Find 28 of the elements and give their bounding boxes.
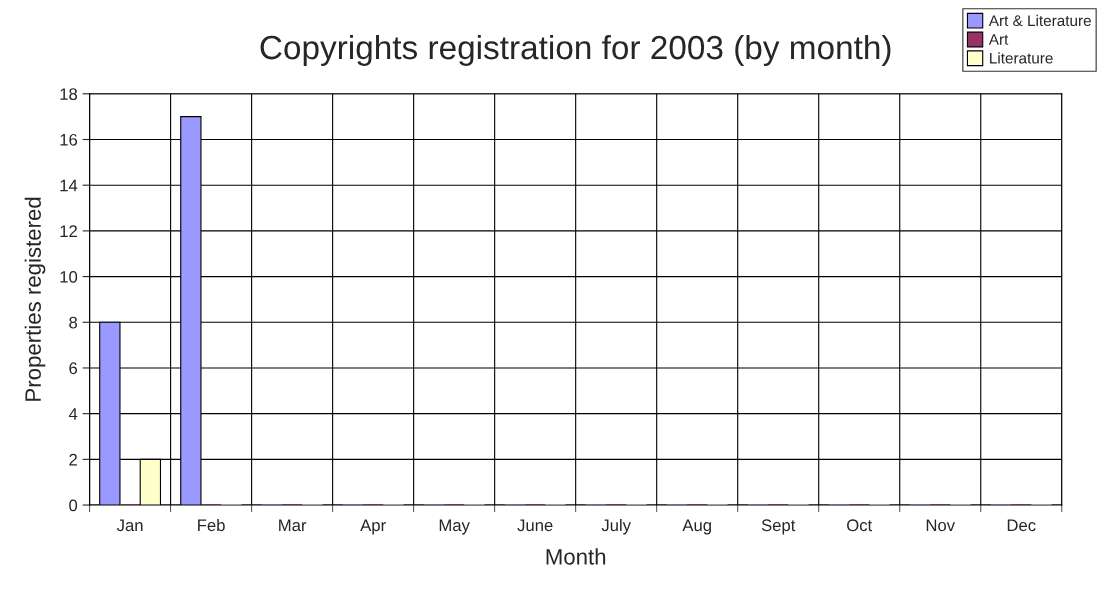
legend-label: Art & Literature <box>988 14 1091 27</box>
x-tick-label: Apr <box>360 519 386 535</box>
x-tick-label: May <box>439 519 470 535</box>
y-tick-label: 14 <box>60 179 78 192</box>
x-tick-label: Mar <box>279 519 307 532</box>
x-tick-label: Sept <box>761 519 796 535</box>
legend-label: Literature <box>990 52 1053 64</box>
y-tick-label: 12 <box>60 225 77 237</box>
y-tick-label: 0 <box>69 499 78 512</box>
x-tick-label: Oct <box>847 519 873 532</box>
x-tick-label: Dec <box>1007 519 1036 532</box>
x-tick-label: Aug <box>682 519 711 535</box>
x-tick-label: July <box>601 518 631 535</box>
x-tick-label: Jan <box>116 519 143 532</box>
x-tick-label: June <box>517 519 553 532</box>
x-tick-label: Nov <box>926 519 955 532</box>
y-tick-label: 16 <box>60 133 78 146</box>
y-tick-label: 4 <box>68 408 78 420</box>
chart-title: Copyrights registration for 2003 (by month) <box>260 34 891 66</box>
y-tick-label: 18 <box>60 88 78 101</box>
y-tick-label: 6 <box>69 362 78 375</box>
y-tick-label: 8 <box>69 316 78 329</box>
y-tick-label: 10 <box>60 270 78 283</box>
x-axis-title: Month <box>546 548 606 565</box>
legend-label: Art <box>988 34 1009 45</box>
y-tick-label: 2 <box>69 453 77 466</box>
x-tick-label: Feb <box>198 518 225 532</box>
y-axis-title: Properties registered <box>24 197 46 401</box>
